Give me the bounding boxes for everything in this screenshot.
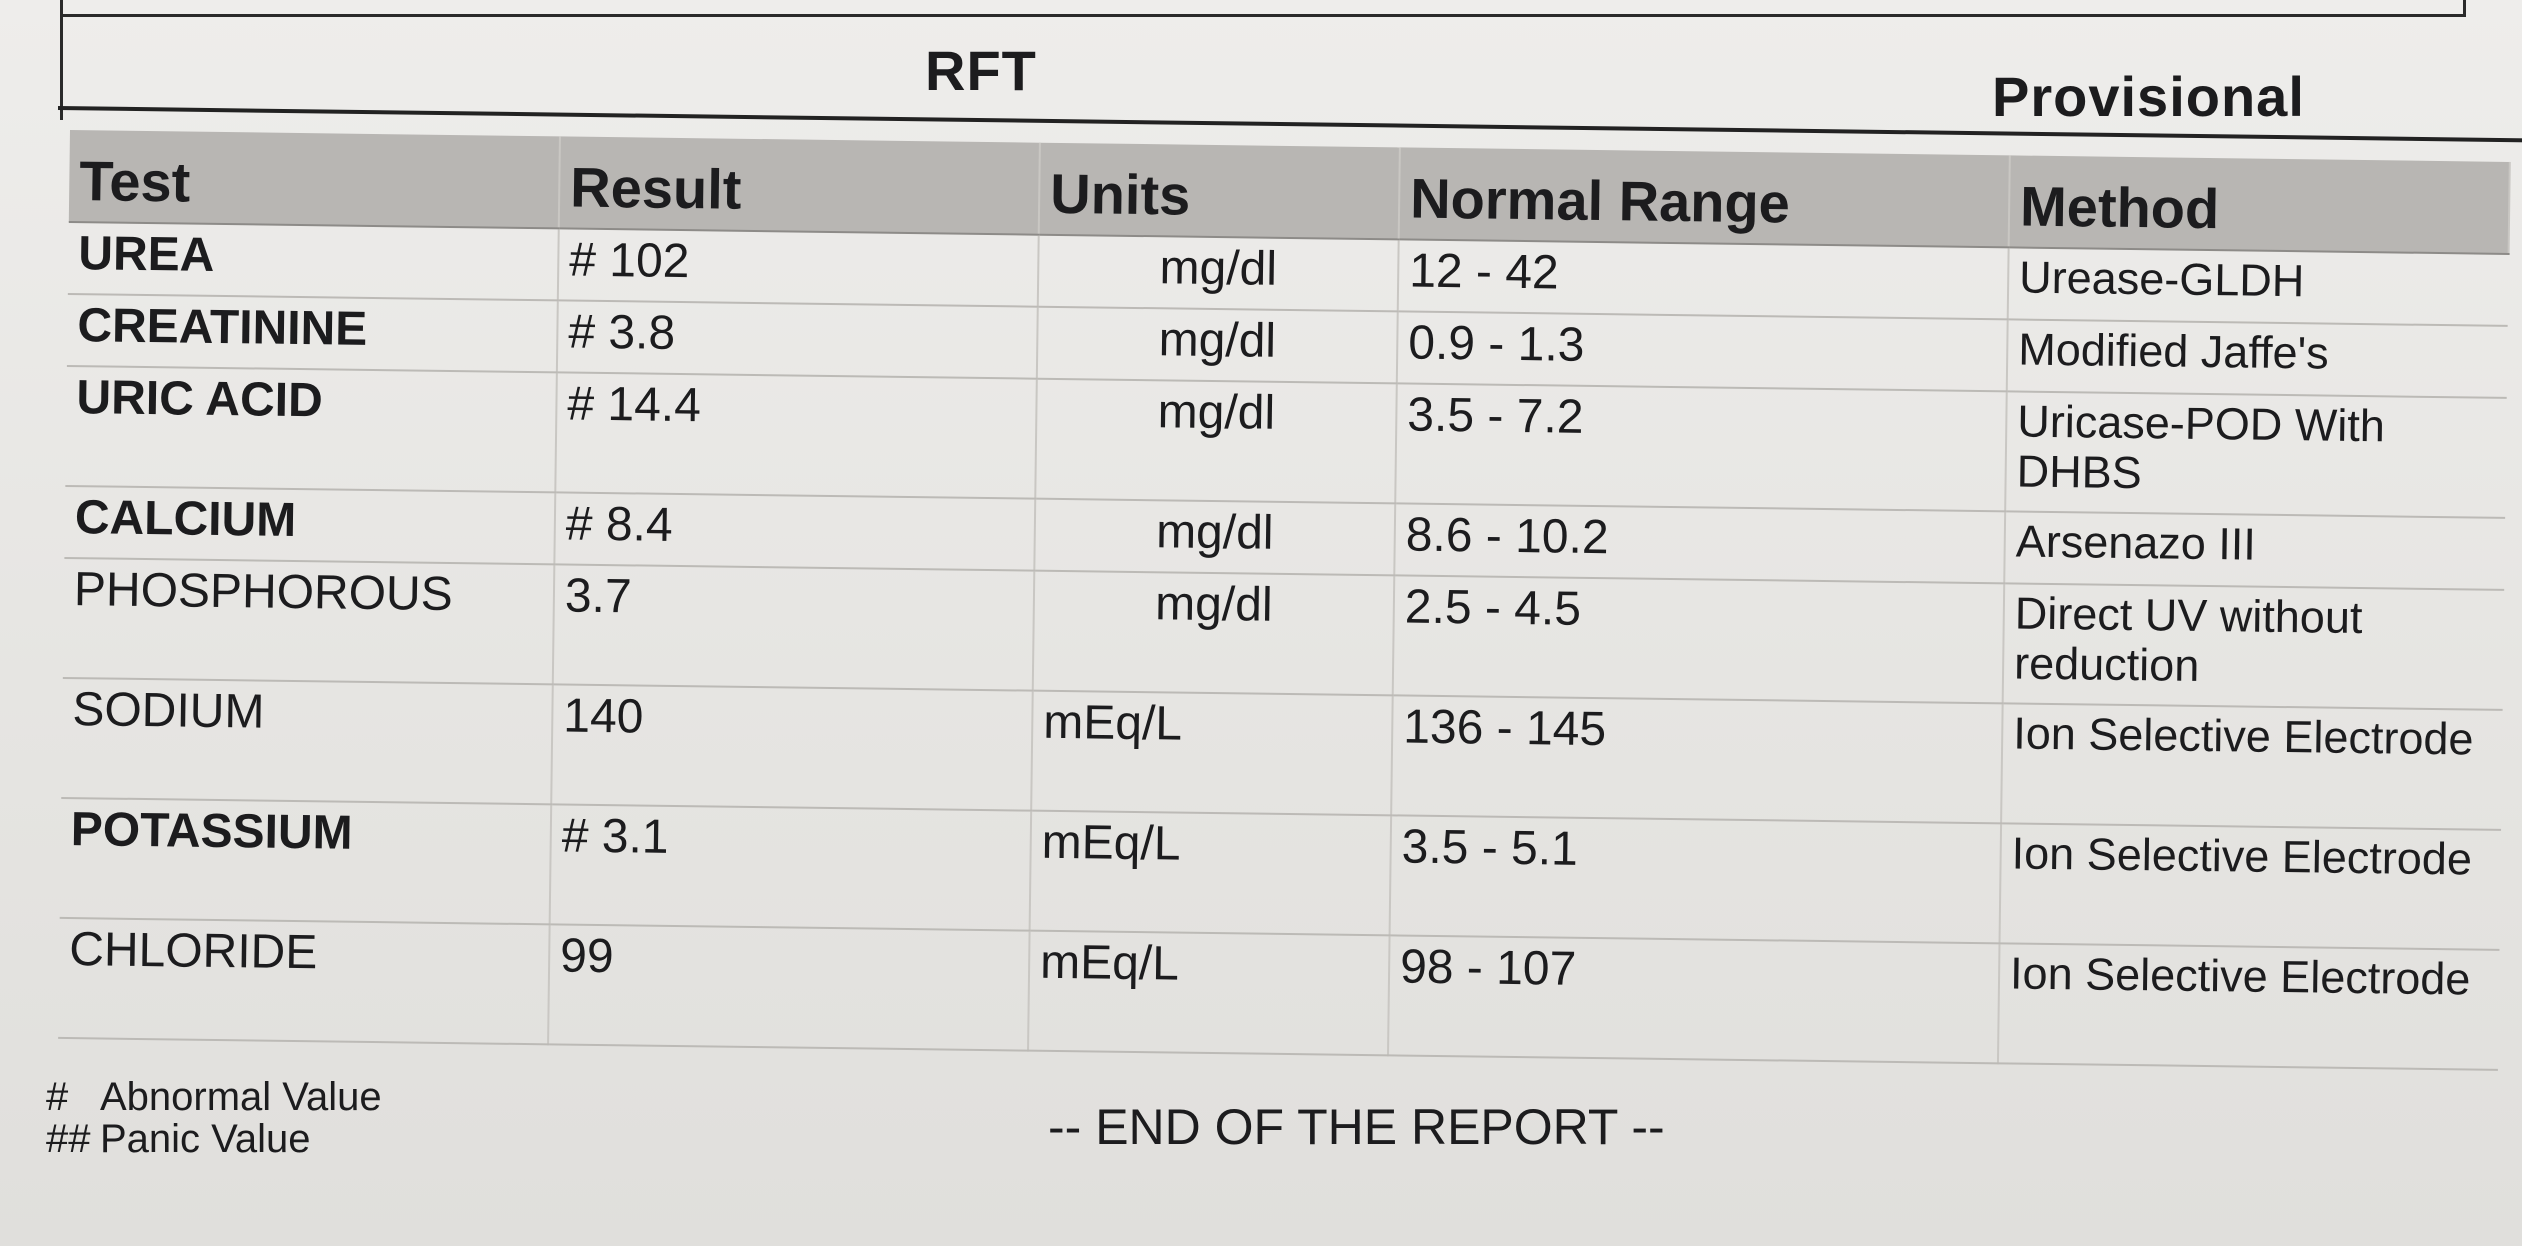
test-result: # 3.1 [549,804,1032,931]
test-result: # 8.4 [554,492,1036,571]
test-normal-range: 2.5 - 4.5 [1392,575,2005,704]
test-name: CHLORIDE [58,917,550,1045]
test-normal-range: 0.9 - 1.3 [1396,311,2008,392]
test-name: POTASSIUM [59,797,552,925]
test-name: PHOSPHOROUS [62,557,555,685]
test-name: SODIUM [61,677,553,805]
header-units: Units [1038,142,1400,240]
test-units: mEq/L [1031,690,1393,816]
test-result: # 3.8 [556,300,1038,379]
test-units: mEq/L [1028,930,1390,1056]
test-units: mg/dl [1035,378,1397,504]
test-method: Ion Selective Electrode [1997,943,2500,1070]
test-method: Modified Jaffe's [2006,319,2508,398]
test-normal-range: 3.5 - 5.1 [1389,815,2002,944]
legend: # Abnormal Value ## Panic Value [46,1076,382,1160]
results-table: Test Result Units Normal Range Method UR… [58,130,2511,1071]
test-name: URIC ACID [65,365,557,493]
test-result: 140 [551,684,1033,811]
test-method: Uricase-POD With DHBS [2005,391,2507,518]
legend-abnormal: # Abnormal Value [46,1076,382,1118]
header-frame [60,0,2466,17]
abnormal-label: Abnormal Value [100,1075,382,1119]
test-method: Ion Selective Electrode [2001,703,2503,830]
test-result: # 102 [557,228,1039,307]
test-units: mg/dl [1034,498,1396,576]
panic-symbol: ## [46,1117,91,1161]
header-normal-range: Normal Range [1398,147,2010,248]
header-result: Result [558,136,1040,235]
test-normal-range: 12 - 42 [1397,239,2009,320]
test-method: Direct UV without reduction [2002,583,2505,710]
test-name: CALCIUM [64,485,556,565]
test-name: UREA [67,221,559,301]
test-method: Urease-GLDH [2007,247,2509,326]
panic-label: Panic Value [100,1117,311,1161]
end-of-report: -- END OF THE REPORT -- [1048,1099,1665,1155]
test-normal-range: 8.6 - 10.2 [1394,503,2006,584]
test-normal-range: 98 - 107 [1388,935,2000,1064]
header-method: Method [2008,155,2510,254]
report-status: Provisional [1992,65,2305,128]
test-units: mEq/L [1029,810,1392,936]
test-units: mg/dl [1037,234,1399,312]
test-result: 99 [548,924,1030,1051]
test-method: Arsenazo III [2004,511,2506,590]
abnormal-symbol: # [46,1075,69,1119]
test-units: mg/dl [1036,306,1398,384]
report-title: RFT [925,39,1037,102]
legend-panic: ## Panic Value [46,1118,382,1160]
test-name: CREATININE [66,293,558,373]
test-result: # 14.4 [555,372,1037,499]
test-normal-range: 136 - 145 [1391,695,2003,824]
test-normal-range: 3.5 - 7.2 [1395,383,2007,512]
test-result: 3.7 [552,564,1035,691]
header-test: Test [68,130,560,229]
test-units: mg/dl [1032,570,1395,696]
left-frame-line [60,0,63,120]
test-method: Ion Selective Electrode [1999,823,2502,950]
